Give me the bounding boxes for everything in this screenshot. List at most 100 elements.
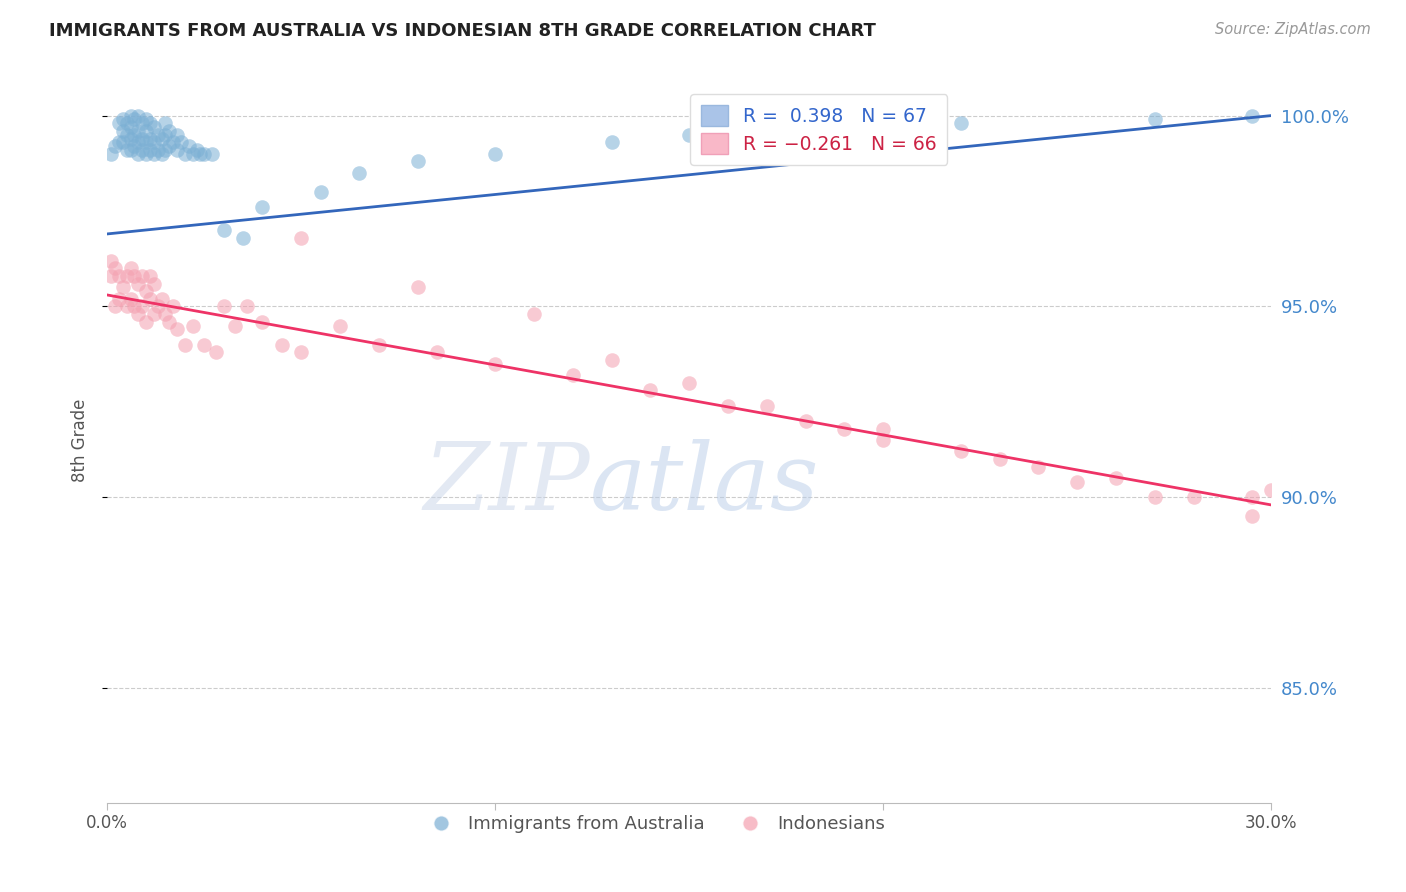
Point bbox=[135, 124, 157, 138]
Point bbox=[484, 146, 506, 161]
Point bbox=[170, 136, 193, 150]
Point bbox=[988, 452, 1011, 467]
Point bbox=[186, 143, 208, 157]
Point bbox=[127, 124, 149, 138]
Point bbox=[367, 337, 389, 351]
Point bbox=[177, 139, 200, 153]
Point bbox=[1182, 490, 1205, 504]
Point bbox=[1028, 459, 1050, 474]
Point bbox=[131, 143, 153, 157]
Point bbox=[111, 124, 134, 138]
Point bbox=[115, 268, 138, 283]
Point bbox=[166, 322, 188, 336]
Point bbox=[872, 433, 894, 447]
Point bbox=[135, 112, 157, 127]
Point bbox=[193, 146, 215, 161]
Point bbox=[205, 345, 228, 359]
Point bbox=[150, 146, 173, 161]
Point bbox=[329, 318, 352, 333]
Point bbox=[212, 223, 235, 237]
Point bbox=[173, 146, 195, 161]
Point bbox=[166, 128, 188, 142]
Point bbox=[270, 337, 292, 351]
Point bbox=[135, 315, 157, 329]
Point bbox=[949, 116, 972, 130]
Y-axis label: 8th Grade: 8th Grade bbox=[72, 399, 89, 482]
Point bbox=[155, 116, 177, 130]
Point bbox=[135, 146, 157, 161]
Point bbox=[166, 143, 188, 157]
Point bbox=[120, 292, 142, 306]
Point bbox=[120, 120, 142, 134]
Point bbox=[794, 120, 817, 134]
Point bbox=[139, 143, 162, 157]
Point bbox=[162, 136, 184, 150]
Point bbox=[131, 131, 153, 145]
Point bbox=[232, 231, 254, 245]
Point bbox=[600, 352, 623, 367]
Point bbox=[139, 268, 162, 283]
Point bbox=[157, 124, 180, 138]
Point bbox=[150, 131, 173, 145]
Point bbox=[181, 318, 204, 333]
Point bbox=[142, 277, 165, 291]
Point bbox=[115, 143, 138, 157]
Point bbox=[173, 337, 195, 351]
Point bbox=[131, 268, 153, 283]
Point bbox=[104, 139, 127, 153]
Point bbox=[131, 300, 153, 314]
Text: ZIP: ZIP bbox=[423, 439, 591, 529]
Point bbox=[124, 268, 146, 283]
Point bbox=[181, 146, 204, 161]
Point bbox=[290, 231, 312, 245]
Point bbox=[111, 112, 134, 127]
Point bbox=[104, 300, 127, 314]
Point bbox=[1240, 509, 1263, 524]
Point bbox=[755, 399, 778, 413]
Text: IMMIGRANTS FROM AUSTRALIA VS INDONESIAN 8TH GRADE CORRELATION CHART: IMMIGRANTS FROM AUSTRALIA VS INDONESIAN … bbox=[49, 22, 876, 40]
Point bbox=[155, 307, 177, 321]
Point bbox=[157, 139, 180, 153]
Point bbox=[717, 399, 740, 413]
Point bbox=[236, 300, 259, 314]
Point bbox=[146, 300, 169, 314]
Point bbox=[108, 292, 131, 306]
Point bbox=[120, 143, 142, 157]
Point bbox=[190, 146, 212, 161]
Point bbox=[124, 139, 146, 153]
Point bbox=[212, 300, 235, 314]
Point bbox=[142, 120, 165, 134]
Point bbox=[834, 421, 856, 435]
Point bbox=[115, 128, 138, 142]
Point bbox=[678, 128, 700, 142]
Point bbox=[484, 357, 506, 371]
Point bbox=[157, 315, 180, 329]
Point bbox=[135, 136, 157, 150]
Point bbox=[600, 136, 623, 150]
Point bbox=[155, 128, 177, 142]
Point bbox=[426, 345, 449, 359]
Point bbox=[124, 128, 146, 142]
Point bbox=[127, 146, 149, 161]
Point bbox=[139, 116, 162, 130]
Point bbox=[115, 300, 138, 314]
Point bbox=[124, 112, 146, 127]
Point bbox=[108, 136, 131, 150]
Point bbox=[127, 109, 149, 123]
Point bbox=[406, 280, 429, 294]
Point bbox=[949, 444, 972, 458]
Point bbox=[142, 136, 165, 150]
Point bbox=[794, 414, 817, 428]
Point bbox=[120, 261, 142, 276]
Point bbox=[139, 131, 162, 145]
Point bbox=[108, 116, 131, 130]
Point bbox=[111, 136, 134, 150]
Point bbox=[640, 384, 662, 398]
Point bbox=[1143, 490, 1166, 504]
Point bbox=[131, 116, 153, 130]
Point bbox=[127, 277, 149, 291]
Point bbox=[1143, 112, 1166, 127]
Point bbox=[678, 376, 700, 390]
Point bbox=[127, 307, 149, 321]
Point bbox=[108, 268, 131, 283]
